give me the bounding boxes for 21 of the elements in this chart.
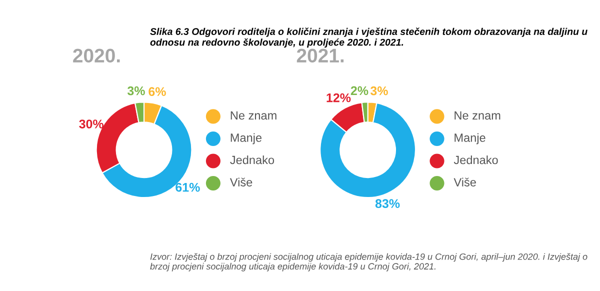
donut-slice — [320, 102, 416, 198]
data-label: 83% — [375, 199, 400, 208]
data-label: 3% — [370, 86, 388, 96]
data-label: 61% — [176, 182, 200, 192]
data-label: 3% — [127, 86, 145, 96]
chart-title: 2021. — [296, 48, 344, 63]
legend-label: Više — [454, 178, 476, 186]
legend-label: Jednako — [454, 156, 498, 164]
legend-label: Jednako — [230, 156, 274, 164]
legend-label: Ne znam — [454, 111, 500, 120]
legend-label: Manje — [230, 133, 262, 144]
data-label: 6% — [148, 87, 166, 96]
chart-title: 2020. — [73, 48, 120, 63]
data-label: 2% — [350, 86, 368, 96]
data-label: 12% — [326, 93, 351, 102]
legend-label: Više — [230, 178, 252, 186]
text: Slika 6.3 Odgovori roditelja o količini znanja i vještina stečenih tokom obrazovanja na daljinu u odnosu na redovno školovanje, u proljeće 2020. i 2021. — [150, 28, 588, 48]
legend-label: Ne znam — [230, 111, 276, 120]
data-label: 30% — [79, 120, 104, 128]
text: Izvor: Izvještaj o brzoj procjeni socijalnog uticaja epidemije kovida-19 u Crnoj Gori, april–jun 2020. i Izvještaj o brzoj procjeni socijalnog uticaja epidemije kovida-19 u Crnoj Gori, 2021. — [150, 253, 588, 272]
legend-label: Manje — [454, 133, 486, 144]
